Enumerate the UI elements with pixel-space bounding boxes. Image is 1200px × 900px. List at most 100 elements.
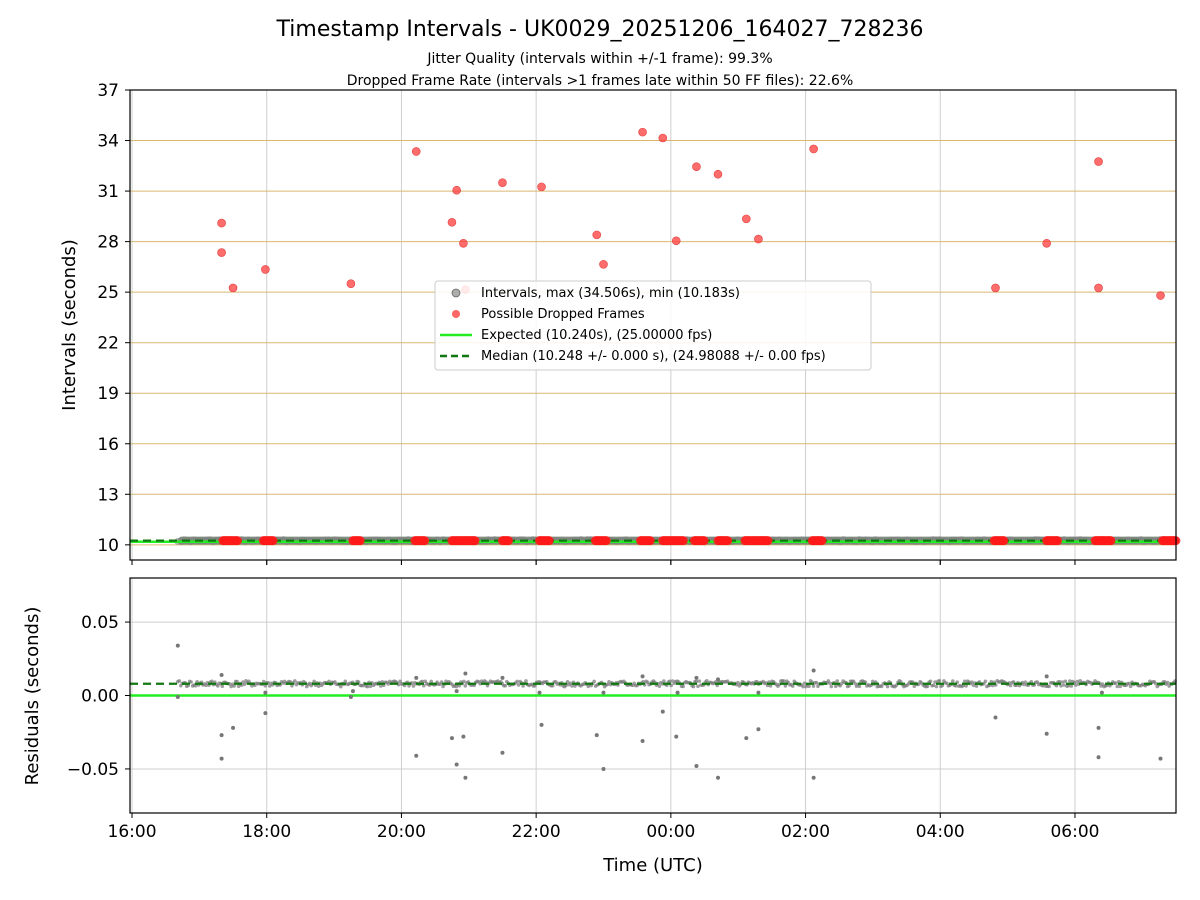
dropped-frame-point [991, 283, 1000, 293]
dropped-frame-point [1042, 238, 1051, 248]
intervals-ytick-label: 10 [97, 536, 119, 556]
residual-point [1063, 679, 1068, 684]
residual-point [1113, 681, 1118, 685]
residual-point [1115, 684, 1120, 689]
residual-point [681, 684, 685, 689]
residual-point [524, 679, 528, 683]
residual-point [814, 680, 819, 685]
residual-point [1066, 683, 1071, 688]
residual-point [1047, 684, 1051, 689]
residuals-xtick-label: 06:00 [1050, 822, 1099, 842]
dropped-frame-point [346, 279, 356, 289]
residual-point [962, 679, 967, 684]
dropped-frame-point [692, 162, 701, 171]
residual-point [1073, 683, 1078, 687]
residual-point [1118, 684, 1123, 689]
residuals-panel: 16:00 18:00 20:00 22:00 00:00 02:00 04:00 06:00… [22, 560, 1177, 876]
residual-point [640, 739, 645, 744]
residual-point [694, 679, 699, 684]
residual-point [537, 690, 542, 695]
intervals-axes-frame [129, 89, 1177, 561]
legend-intervals-marker [451, 288, 461, 298]
legend-expected-label: Expected (10.240s), (25.00000 fps) [481, 328, 712, 343]
residual-point [662, 679, 666, 683]
residual-point [1127, 681, 1131, 686]
dropped-frame-point [713, 169, 723, 179]
dropped-frame-point [232, 536, 242, 546]
residual-point [177, 679, 182, 683]
residual-point [592, 679, 597, 684]
residual-point [1158, 756, 1163, 761]
intervals-ytick-label: 28 [97, 233, 119, 253]
intervals-ytick-label: 34 [97, 132, 119, 152]
residual-point [216, 684, 220, 688]
dropped-frame-point [544, 536, 554, 546]
residual-point [790, 684, 795, 688]
residual-point [1068, 679, 1072, 683]
residual-point [657, 684, 662, 689]
residual-point [756, 690, 761, 695]
residual-point [565, 679, 570, 684]
intervals-data [130, 127, 1181, 546]
residual-point [715, 677, 720, 682]
intervals-ytick-label: 22 [97, 334, 119, 354]
residual-point [964, 684, 968, 688]
dropped-frame-point [498, 178, 507, 187]
dropped-frame-point [268, 536, 278, 546]
residual-point [691, 684, 696, 689]
dropped-frame-point [217, 218, 226, 228]
dropped-frame-point [817, 536, 827, 546]
residuals-xtick-label: 00:00 [646, 822, 695, 842]
residual-point [316, 684, 321, 689]
residual-point [379, 684, 383, 688]
residual-point [802, 681, 807, 685]
residual-point [715, 775, 720, 780]
residual-point [210, 679, 214, 684]
legend-median-label: Median (10.248 +/- 0.000 s), (24.98088 +… [481, 349, 826, 364]
dropped-frame-point [261, 265, 270, 274]
residual-point [811, 668, 816, 673]
residuals-ytick-label: 0.00 [81, 687, 119, 707]
residual-point [410, 681, 414, 685]
dropped-frame-point [1156, 291, 1165, 300]
legend: Intervals, max (34.506s), min (10.183s) … [434, 280, 872, 371]
residual-point [1044, 674, 1049, 679]
residual-point [175, 643, 180, 648]
dropped-frame-point [537, 182, 546, 192]
residual-point [312, 679, 316, 684]
residual-point [989, 679, 994, 684]
residual-point [697, 679, 702, 683]
residual-point [705, 679, 709, 683]
residual-point [175, 694, 180, 699]
residual-point [350, 689, 355, 694]
dropped-frame-point [809, 144, 818, 154]
residual-point [1044, 731, 1049, 736]
dropped-frame-point [592, 230, 602, 240]
residual-point [463, 671, 468, 676]
residual-point [263, 711, 268, 716]
residual-point [934, 684, 939, 689]
residual-point [1128, 684, 1133, 689]
dropped-frame-point [601, 536, 611, 546]
residual-point [993, 715, 998, 720]
residual-point [521, 684, 525, 688]
dropped-frame-point [355, 536, 365, 546]
residual-point [463, 775, 468, 780]
residual-point [931, 683, 936, 688]
residual-point [457, 684, 462, 688]
residual-point [801, 684, 805, 689]
residual-point [1116, 679, 1121, 684]
dropped-frame-point [420, 536, 430, 546]
legend-dropped-label: Possible Dropped Frames [481, 307, 645, 322]
residual-point [219, 733, 224, 738]
residual-point [411, 684, 416, 688]
residual-point [1096, 755, 1101, 760]
residual-point [756, 727, 761, 732]
residual-point [539, 722, 544, 727]
residual-point [454, 689, 459, 694]
residual-point [261, 679, 266, 684]
residual-point [768, 684, 773, 688]
residual-point [232, 684, 236, 688]
residual-point [675, 690, 680, 695]
